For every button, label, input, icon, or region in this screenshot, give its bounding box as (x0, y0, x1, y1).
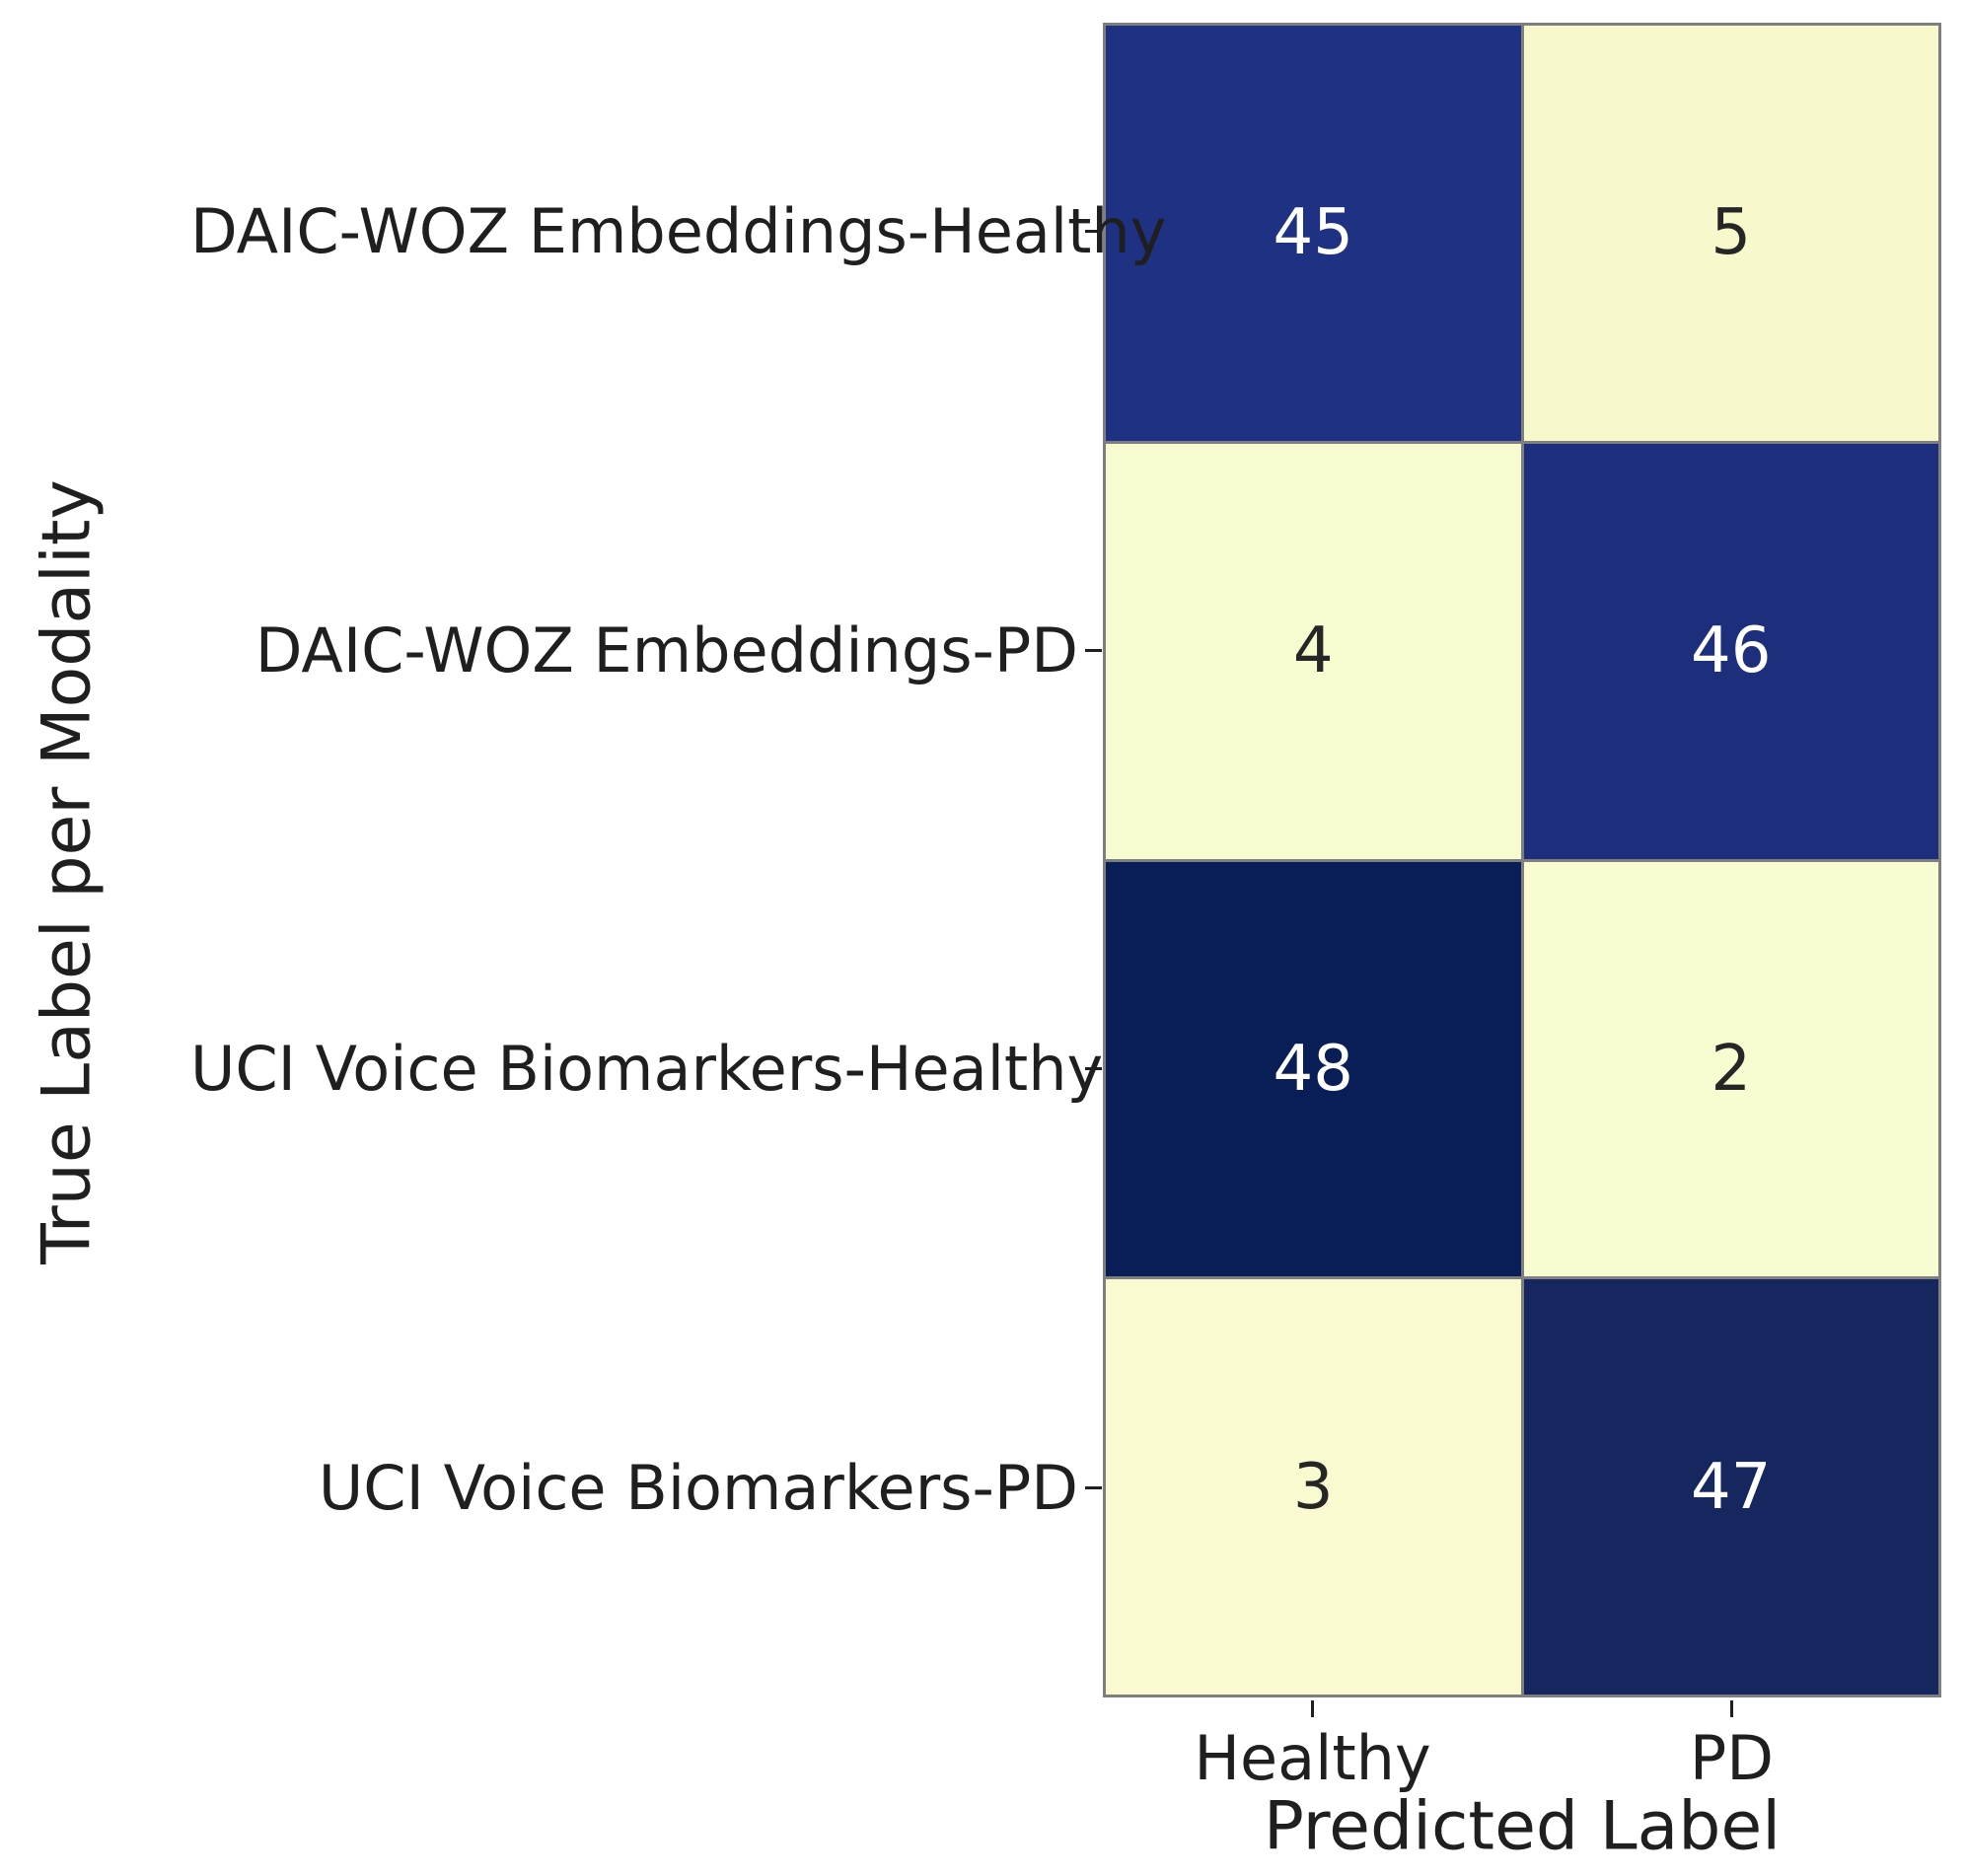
heatmap-cell-r2c1: 2 (1523, 861, 1938, 1277)
y-tick-label-row3: UCI Voice Biomarkers-PD (318, 1452, 1078, 1524)
x-tick-label-col1: PD (1689, 1722, 1775, 1794)
heatmap-cell-r1c0: 4 (1106, 443, 1521, 859)
heatmap-cell-r2c0: 48 (1106, 861, 1521, 1277)
cell-value: 47 (1691, 1450, 1772, 1524)
x-tick-label-col0: Healthy (1194, 1722, 1431, 1794)
x-tick-mark (1730, 1700, 1733, 1717)
y-tick-mark (1085, 1067, 1102, 1070)
heatmap-cell-r0c0: 45 (1106, 26, 1521, 441)
x-axis-title: Predicted Label (1263, 1787, 1782, 1866)
cell-value: 2 (1711, 1032, 1752, 1106)
cell-value: 48 (1273, 1032, 1353, 1106)
cell-value: 4 (1292, 614, 1334, 688)
y-tick-mark (1085, 649, 1102, 652)
x-tick-mark (1311, 1700, 1314, 1717)
y-tick-label-row0: DAIC-WOZ Embeddings-Healthy (190, 195, 1167, 267)
y-tick-mark (1085, 230, 1102, 233)
cell-value: 46 (1691, 614, 1772, 688)
cell-value: 3 (1292, 1450, 1334, 1524)
heatmap-grid: 45 5 4 46 48 2 3 47 (1103, 23, 1941, 1697)
heatmap-cell-r3c0: 3 (1106, 1279, 1521, 1695)
cell-value: 45 (1273, 196, 1353, 270)
cell-value: 5 (1711, 196, 1752, 270)
heatmap-cell-r3c1: 47 (1523, 1279, 1938, 1695)
y-tick-label-row2: UCI Voice Biomarkers-Healthy (190, 1033, 1104, 1105)
y-axis-title: True Label per Modality (28, 479, 107, 1264)
y-tick-mark (1085, 1486, 1102, 1489)
heatmap-cell-r1c1: 46 (1523, 443, 1938, 859)
y-tick-label-row1: DAIC-WOZ Embeddings-PD (255, 614, 1078, 686)
heatmap-cell-r0c1: 5 (1523, 26, 1938, 441)
